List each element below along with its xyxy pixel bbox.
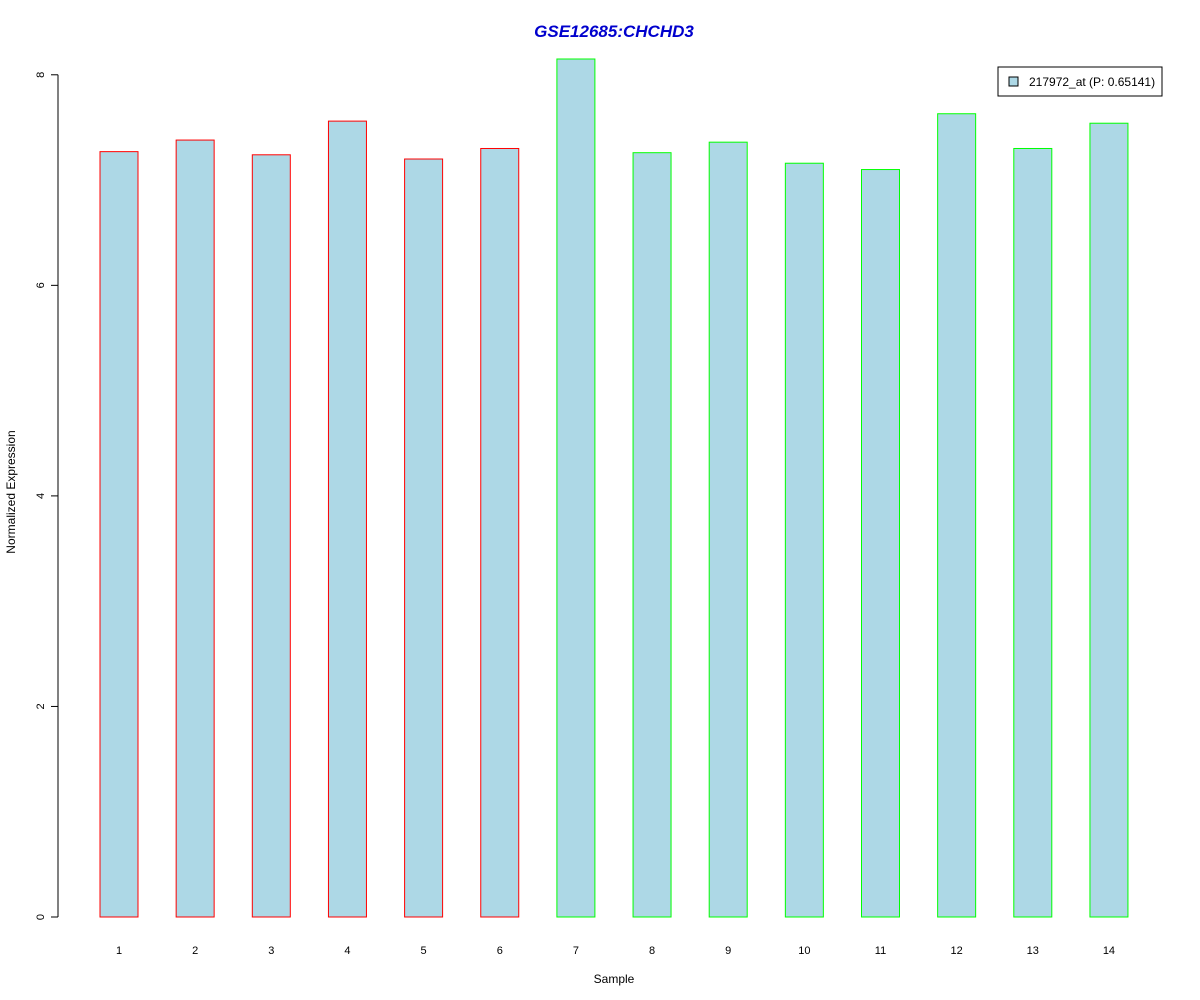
bar-sample-4 <box>327 120 367 918</box>
bar-sample-12 <box>937 113 977 918</box>
y-axis: 0 2 4 6 8 <box>35 72 59 920</box>
bar-sample-7 <box>556 58 596 918</box>
x-tick-label: 4 <box>344 945 350 957</box>
bar-sample-14 <box>1089 122 1129 918</box>
legend-swatch <box>1008 76 1019 87</box>
x-tick-label: 1 <box>116 945 122 957</box>
x-tick-label: 10 <box>798 945 810 957</box>
bar-sample-1 <box>99 151 139 918</box>
legend-box <box>997 66 1163 97</box>
x-axis-label: Sample <box>594 972 635 986</box>
x-tick-label: 12 <box>951 945 963 957</box>
x-tick-label: 6 <box>497 945 503 957</box>
bar-sample-2 <box>175 139 215 918</box>
y-axis-label: Normalized Expression <box>4 430 18 553</box>
legend-label: 217972_at (P: 0.65141) <box>1029 75 1155 89</box>
x-tick-label: 2 <box>192 945 198 957</box>
x-tick-label: 7 <box>573 945 579 957</box>
bar-sample-11 <box>861 169 900 918</box>
x-tick-label: 3 <box>268 945 274 957</box>
x-tick-label: 11 <box>875 945 886 957</box>
bar-sample-13 <box>1013 147 1053 918</box>
x-tick-label: 14 <box>1103 945 1115 957</box>
bar-sample-3 <box>251 154 291 918</box>
y-tick-label: 4 <box>35 493 47 499</box>
x-tick-label: 9 <box>725 945 731 957</box>
x-tick-label: 8 <box>649 945 655 957</box>
x-tick-label: 13 <box>1027 945 1039 957</box>
bar-sample-9 <box>708 141 748 918</box>
chart-title: GSE12685:CHCHD3 <box>534 22 694 41</box>
bar-sample-8 <box>632 152 672 918</box>
bar-sample-10 <box>784 162 824 918</box>
bar-sample-6 <box>480 147 520 918</box>
y-tick-label: 8 <box>35 72 47 78</box>
y-tick-label: 6 <box>35 282 47 288</box>
bar-sample-5 <box>404 158 444 918</box>
bar-series <box>99 58 1129 918</box>
y-tick-label: 2 <box>35 703 47 709</box>
legend: 217972_at (P: 0.65141) <box>997 66 1163 97</box>
y-tick-label: 0 <box>35 914 47 920</box>
x-axis-tick-labels: 1 2 3 4 5 6 7 8 9 10 11 12 13 14 <box>116 945 1115 957</box>
x-tick-label: 5 <box>421 945 427 957</box>
